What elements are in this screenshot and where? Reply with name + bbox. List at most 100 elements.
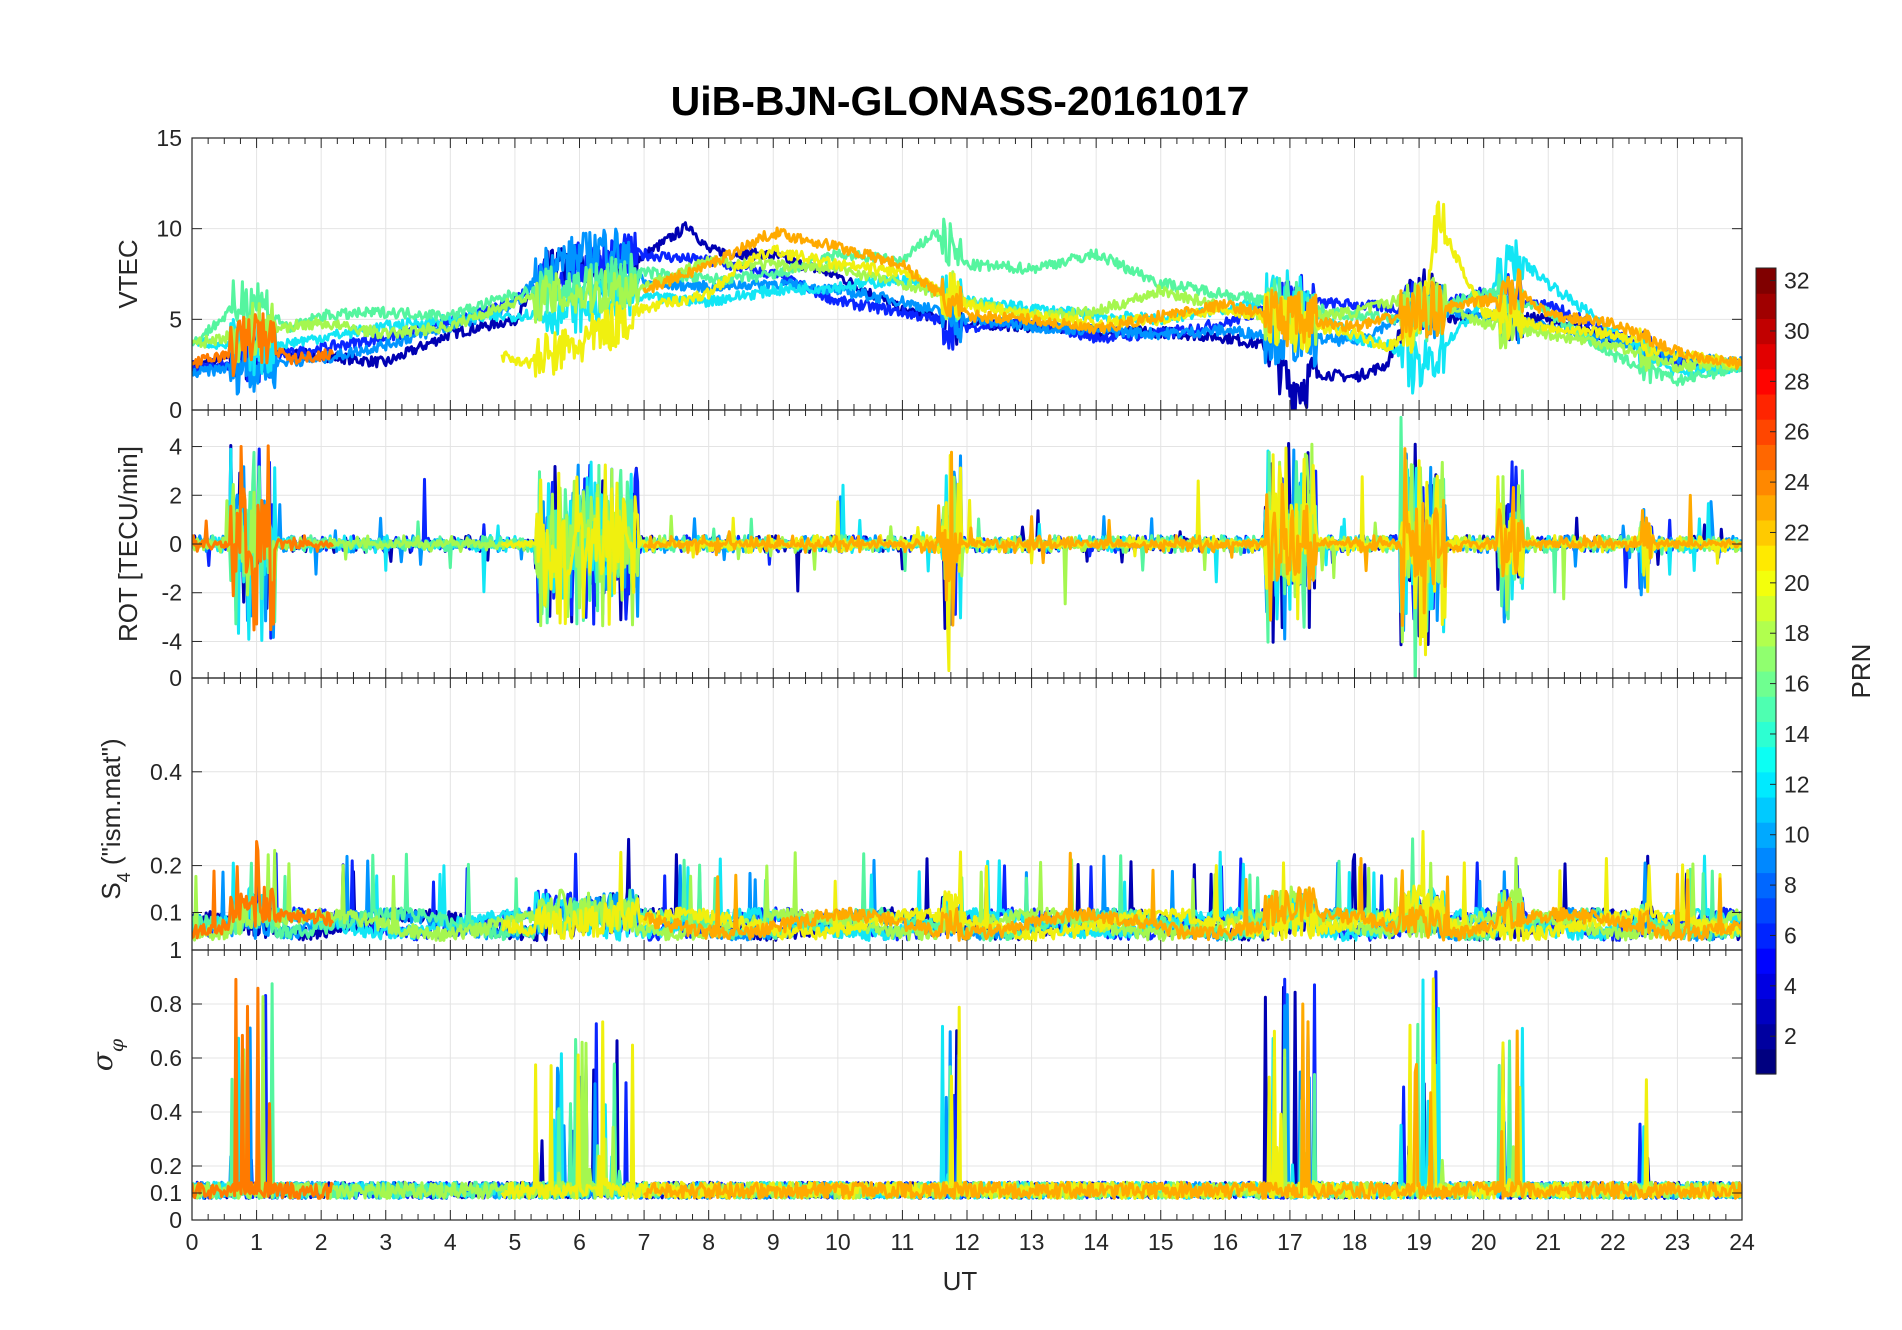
colorbar-segment (1756, 721, 1776, 748)
colorbar-tick-label: 4 (1784, 973, 1797, 999)
y-top-tick-label: 0 (169, 665, 182, 691)
chart-title: UiB-BJN-GLONASS-20161017 (671, 78, 1250, 124)
y-axis-label-sub: 4 (114, 872, 134, 882)
x-tick-label: 17 (1277, 1229, 1303, 1255)
colorbar-tick-label: 20 (1784, 570, 1810, 596)
x-tick-label: 5 (509, 1229, 522, 1255)
y-tick-label: 0.2 (150, 1153, 182, 1179)
y-tick-label: -4 (162, 628, 183, 654)
colorbar-segment (1756, 444, 1776, 471)
colorbar-segment (1756, 419, 1776, 445)
x-tick-label: 4 (444, 1229, 457, 1255)
x-tick-label: 20 (1471, 1229, 1497, 1255)
colorbar-segment (1756, 1023, 1776, 1050)
y-axis-label: ROT [TECU/min] (113, 446, 143, 642)
y-tick-label: 0 (169, 397, 182, 423)
colorbar-tick-label: 26 (1784, 419, 1810, 445)
colorbar-tick-label: 8 (1784, 872, 1797, 898)
y-axis-label-main: σ (86, 1051, 119, 1071)
colorbar-tick-label: 22 (1784, 519, 1810, 545)
series-line-prn-24 (192, 977, 335, 1200)
y-axis-label-rest: ("ism.mat") (96, 738, 126, 872)
series-group (192, 830, 1742, 943)
series-line-prn-22 (643, 1002, 1742, 1200)
colorbar-segment (1756, 519, 1776, 546)
x-tick-label: 19 (1406, 1229, 1432, 1255)
y-tick-label: 5 (169, 306, 182, 332)
y-tick-label: 4 (169, 434, 182, 460)
series-group (192, 200, 1742, 410)
y-tick-label: -2 (162, 580, 182, 606)
y-tick-label: 10 (156, 216, 182, 242)
colorbar-tick-label: 2 (1784, 1023, 1797, 1049)
x-tick-label: 12 (954, 1229, 980, 1255)
series-line-prn-22 (642, 447, 1742, 627)
x-tick-label: 10 (825, 1229, 851, 1255)
y-axis-label: S4 ("ism.mat") (96, 738, 134, 899)
colorbar-tick-label: 28 (1784, 368, 1810, 394)
colorbar-segment (1756, 570, 1776, 597)
colorbar-segment (1756, 872, 1776, 899)
panel-sigma: 00.10.2 0.4 0.6 0.8 1 σφ (86, 937, 1743, 1233)
x-tick-label: 18 (1342, 1229, 1368, 1255)
colorbar-tick-label: 6 (1784, 922, 1797, 948)
series-group (192, 415, 1742, 678)
colorbar-segment (1756, 469, 1776, 496)
colorbar-segment (1756, 696, 1776, 722)
y-tick-label: 0.2 (150, 853, 182, 879)
colorbar-segment (1756, 922, 1776, 949)
colorbar-frame (1755, 267, 1777, 1075)
series-line-prn-17 (192, 848, 1742, 942)
colorbar-segment (1756, 847, 1776, 874)
colorbar-tick-label: 12 (1784, 771, 1810, 797)
x-tick-label: 23 (1665, 1229, 1691, 1255)
colorbar-tick-label: 30 (1784, 318, 1810, 344)
x-tick-label: 2 (315, 1229, 328, 1255)
colorbar-segment (1756, 268, 1776, 294)
panel-rot: -4 -2 0 2 4 ROT [TECU/min] (113, 409, 1743, 679)
x-tick-label: 8 (702, 1229, 715, 1255)
colorbar-tick-label: 10 (1784, 822, 1810, 848)
y-tick-label: 0.1 (150, 899, 182, 925)
colorbar-segment (1756, 595, 1776, 622)
colorbar-tick-label: 24 (1784, 469, 1810, 495)
colorbar-segment (1756, 998, 1776, 1025)
x-tick-label: 1 (250, 1229, 263, 1255)
series-line-prn-24 (192, 840, 335, 940)
panel-s4: 0.1 0.2 0.4 0 S4 ("ism.mat") (96, 665, 1743, 951)
colorbar-tick-label: 14 (1784, 721, 1810, 747)
series-group (192, 970, 1742, 1200)
series-line-prn-15 (192, 217, 1742, 387)
y-tick-label: 15 (156, 125, 182, 151)
colorbar-segment (1756, 973, 1776, 1000)
colorbar-segment (1756, 545, 1776, 571)
x-tick-label: 21 (1535, 1229, 1561, 1255)
y-axis-label: VTEC (113, 239, 143, 308)
colorbar-segment (1756, 948, 1776, 974)
x-tick-label: 11 (890, 1229, 914, 1255)
colorbar-segment (1756, 343, 1776, 370)
x-tick-label: 13 (1019, 1229, 1045, 1255)
y-axis-label-sub: φ (106, 1038, 128, 1052)
colorbar-segment (1756, 746, 1776, 773)
series-line-prn-20 (500, 200, 1742, 378)
y-tick-label: 0 (169, 531, 182, 557)
y-tick-label: 0 (169, 1207, 182, 1233)
x-axis: 0 1 2 3 4 5 6 7 8 9 10 11 12 13 14 15 16 17 18 19 20 21 22 23 24 (186, 1229, 1755, 1255)
colorbar-segment (1756, 796, 1776, 823)
x-tick-label: 7 (638, 1229, 651, 1255)
colorbar-segment (1756, 645, 1776, 672)
x-tick-label: 24 (1729, 1229, 1755, 1255)
y-axis-label: σφ (86, 1038, 128, 1071)
x-tick-label: 9 (767, 1229, 780, 1255)
colorbar-segment (1756, 822, 1776, 848)
colorbar-segment (1756, 620, 1776, 647)
x-axis-label: UT (943, 1266, 978, 1296)
colorbar-segment (1756, 897, 1776, 924)
y-tick-label: 0.6 (150, 1045, 182, 1071)
x-tick-label: 6 (573, 1229, 586, 1255)
colorbar-segment (1756, 393, 1776, 420)
